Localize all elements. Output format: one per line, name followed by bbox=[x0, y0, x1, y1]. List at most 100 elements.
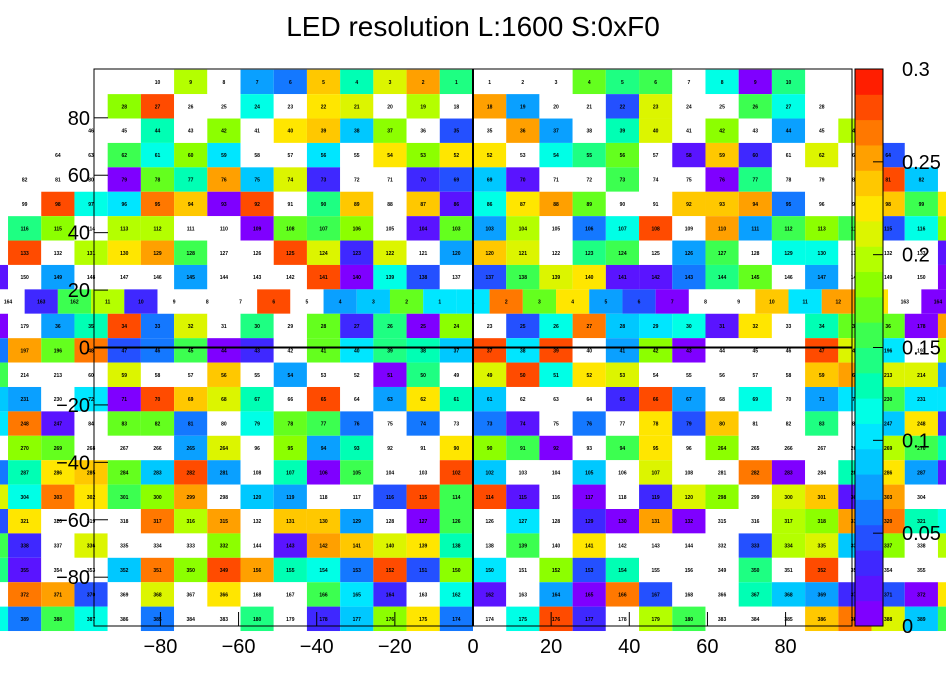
cell-label: 108 bbox=[685, 470, 694, 476]
cell-label: 303 bbox=[884, 495, 893, 501]
heatmap-cell bbox=[207, 411, 241, 436]
cell-label: 115 bbox=[884, 226, 892, 232]
cell-label: 123 bbox=[585, 251, 594, 257]
cell-label: 10 bbox=[786, 80, 792, 86]
cell-label: 248 bbox=[917, 422, 926, 428]
cell-label: 20 bbox=[553, 104, 559, 110]
cell-label: 90 bbox=[487, 446, 493, 452]
heatmap-cell bbox=[306, 191, 341, 217]
heatmap-cell bbox=[174, 118, 208, 143]
cell-label: 110 bbox=[220, 226, 228, 232]
y-tick-label: 40 bbox=[68, 223, 90, 245]
cell-label: 108 bbox=[651, 226, 660, 232]
cell-label: 55 bbox=[586, 153, 592, 159]
heatmap-cell bbox=[340, 69, 374, 95]
heatmap-cell bbox=[306, 142, 341, 168]
cell-label: 387 bbox=[87, 617, 96, 623]
cell-label: 129 bbox=[784, 251, 793, 257]
heatmap-cell bbox=[140, 484, 175, 509]
cell-label: 155 bbox=[286, 568, 295, 574]
x-tick-label: 20 bbox=[540, 636, 562, 658]
cell-label: 37 bbox=[487, 348, 493, 354]
cell-label: 52 bbox=[354, 373, 360, 379]
heatmap-cell bbox=[0, 557, 9, 583]
heatmap-cell bbox=[473, 557, 507, 583]
cell-label: 335 bbox=[120, 544, 129, 550]
cell-label: 61 bbox=[454, 397, 460, 403]
cell-label: 369 bbox=[120, 592, 129, 598]
chart-title: LED resolution L:1600 S:0xF0 bbox=[286, 11, 660, 42]
cell-label: 72 bbox=[354, 178, 360, 184]
heatmap-cell bbox=[738, 191, 772, 217]
cell-label: 58 bbox=[786, 373, 792, 379]
cell-label: 92 bbox=[254, 202, 260, 208]
colorbar-segment bbox=[855, 296, 883, 323]
heatmap-cell bbox=[8, 338, 42, 363]
cell-label: 126 bbox=[253, 251, 262, 257]
cell-label: 98 bbox=[55, 202, 61, 208]
heatmap-cell bbox=[140, 362, 175, 387]
cell-label: 74 bbox=[653, 178, 659, 184]
cell-label: 41 bbox=[620, 348, 626, 354]
cell-label: 88 bbox=[387, 202, 393, 208]
heatmap-cell bbox=[340, 142, 374, 168]
heatmap-cell bbox=[473, 484, 507, 509]
cell-label: 109 bbox=[685, 226, 694, 232]
heatmap-cell bbox=[672, 362, 706, 387]
cell-label: 8 bbox=[223, 80, 226, 86]
cell-label: 115 bbox=[54, 226, 62, 232]
heatmap-cell bbox=[306, 118, 341, 143]
colorbar-segment bbox=[855, 170, 883, 197]
cell-label: 62 bbox=[121, 153, 127, 159]
cell-label: 121 bbox=[519, 251, 528, 257]
heatmap-cell bbox=[439, 264, 473, 290]
cell-label: 59 bbox=[719, 153, 725, 159]
heatmap-cell bbox=[140, 118, 175, 143]
cell-label: 320 bbox=[884, 519, 893, 525]
heatmap-cell bbox=[738, 338, 772, 363]
heatmap-cell bbox=[174, 240, 208, 265]
heatmap-cell bbox=[74, 338, 108, 363]
heatmap-cell bbox=[340, 606, 374, 632]
cell-label: 6 bbox=[272, 300, 275, 306]
cell-label: 128 bbox=[386, 519, 395, 525]
heatmap-cell bbox=[273, 94, 307, 119]
heatmap-cell bbox=[273, 533, 307, 558]
heatmap-cell bbox=[290, 289, 324, 314]
heatmap-cell bbox=[240, 606, 274, 632]
cell-label: 77 bbox=[321, 422, 327, 428]
heatmap-cell bbox=[639, 69, 673, 95]
heatmap-cell bbox=[506, 509, 540, 534]
heatmap-cell bbox=[340, 94, 374, 119]
colorbar-segment bbox=[855, 600, 883, 627]
cell-label: 269 bbox=[884, 446, 893, 452]
heatmap-cell bbox=[605, 509, 640, 534]
cell-label: 122 bbox=[386, 251, 395, 257]
heatmap-cell bbox=[240, 386, 274, 412]
cell-label: 60 bbox=[188, 153, 194, 159]
cell-label: 117 bbox=[353, 495, 361, 501]
heatmap-cell bbox=[738, 386, 772, 412]
y-tick-label: 80 bbox=[68, 108, 90, 130]
heatmap-cell bbox=[340, 240, 374, 265]
heatmap-cell bbox=[41, 582, 75, 607]
heatmap-cell bbox=[340, 313, 374, 339]
cell-label: 353 bbox=[87, 568, 96, 574]
cell-label: 38 bbox=[586, 129, 592, 135]
heatmap-cell bbox=[439, 557, 473, 583]
cell-label: 138 bbox=[419, 275, 428, 281]
heatmap-cell bbox=[738, 411, 772, 436]
heatmap-cell bbox=[705, 142, 739, 168]
cell-label: 41 bbox=[686, 129, 692, 135]
cell-label: 35 bbox=[454, 129, 460, 135]
cell-label: 103 bbox=[452, 226, 461, 232]
heatmap-cell bbox=[439, 606, 473, 632]
cell-label: 287 bbox=[917, 470, 926, 476]
cell-label: 144 bbox=[685, 544, 694, 550]
heatmap-cell bbox=[207, 533, 241, 558]
cell-label: 166 bbox=[319, 592, 328, 598]
heatmap-cell bbox=[473, 94, 507, 119]
heatmap-cell bbox=[107, 167, 141, 192]
cell-label: 231 bbox=[20, 397, 29, 403]
heatmap-cell bbox=[207, 313, 241, 339]
